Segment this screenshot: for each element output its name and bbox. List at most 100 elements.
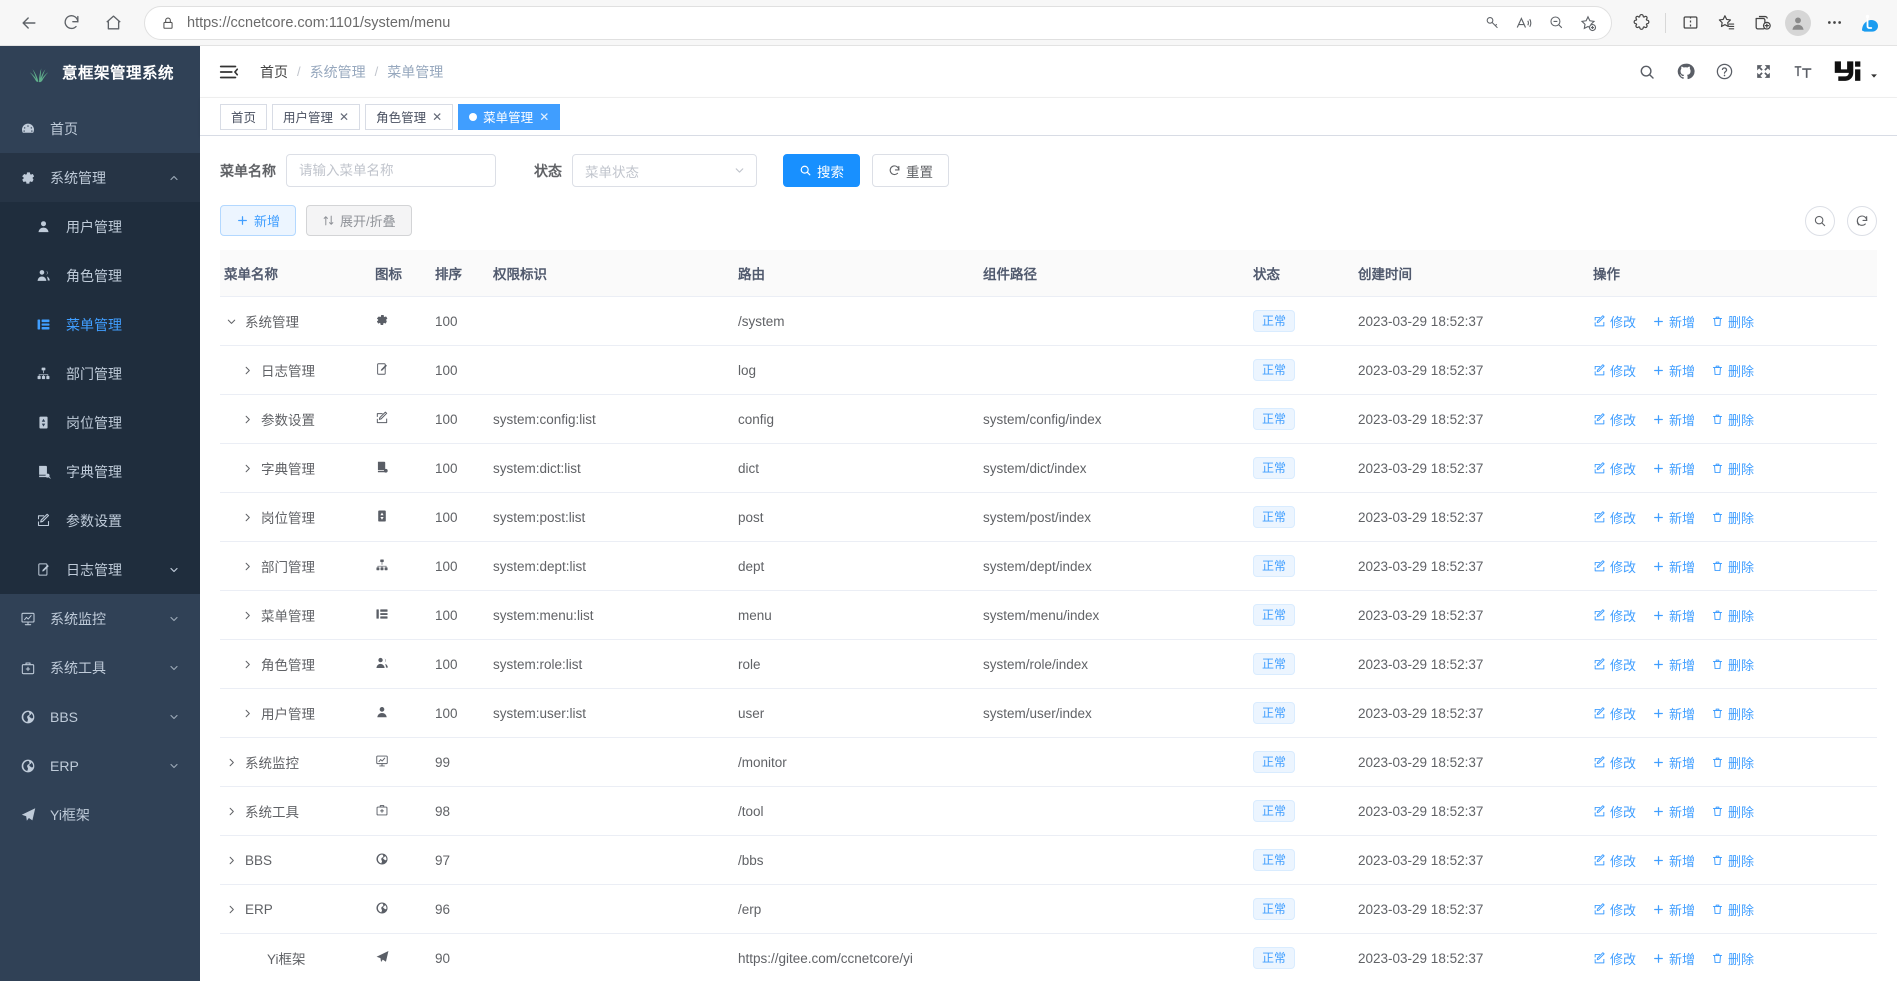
read-aloud-icon[interactable] xyxy=(1509,8,1539,38)
chevron-right-icon[interactable] xyxy=(240,659,254,670)
github-icon[interactable] xyxy=(1676,62,1695,81)
row-add-button[interactable]: 新增 xyxy=(1652,949,1695,968)
sidebar-item-monitor[interactable]: 系统监控 xyxy=(0,594,200,643)
row-delete-button[interactable]: 删除 xyxy=(1711,361,1754,380)
row-edit-button[interactable]: 修改 xyxy=(1593,802,1636,821)
fullscreen-icon[interactable] xyxy=(1754,62,1773,81)
menu-name-input[interactable] xyxy=(286,154,496,187)
sidebar-item-users[interactable]: 用户管理 xyxy=(0,202,200,251)
row-delete-button[interactable]: 删除 xyxy=(1711,557,1754,576)
row-delete-button[interactable]: 删除 xyxy=(1711,851,1754,870)
sidebar-item-posts[interactable]: 岗位管理 xyxy=(0,398,200,447)
sidebar-item-logs[interactable]: 日志管理 xyxy=(0,545,200,594)
tab-role-management[interactable]: 角色管理 ✕ xyxy=(365,103,454,130)
row-delete-button[interactable]: 删除 xyxy=(1711,459,1754,478)
close-icon[interactable]: ✕ xyxy=(539,109,550,124)
row-edit-button[interactable]: 修改 xyxy=(1593,557,1636,576)
row-edit-button[interactable]: 修改 xyxy=(1593,655,1636,674)
expand-collapse-button[interactable]: 展开/折叠 xyxy=(306,205,412,236)
row-add-button[interactable]: 新增 xyxy=(1652,312,1695,331)
row-delete-button[interactable]: 删除 xyxy=(1711,410,1754,429)
table-row[interactable]: 角色管理 100 system:role:list role system/ro… xyxy=(220,639,1877,689)
sidebar-item-dictionary[interactable]: 字典管理 xyxy=(0,447,200,496)
search-button[interactable]: 搜索 xyxy=(783,154,860,187)
row-edit-button[interactable]: 修改 xyxy=(1593,459,1636,478)
table-search-icon[interactable] xyxy=(1805,205,1835,236)
chevron-right-icon[interactable] xyxy=(240,561,254,572)
close-icon[interactable]: ✕ xyxy=(432,109,443,124)
copilot-icon[interactable] xyxy=(1853,6,1887,40)
row-delete-button[interactable]: 删除 xyxy=(1711,900,1754,919)
chevron-right-icon[interactable] xyxy=(240,512,254,523)
row-edit-button[interactable]: 修改 xyxy=(1593,606,1636,625)
favorites-icon[interactable] xyxy=(1709,6,1743,40)
row-add-button[interactable]: 新增 xyxy=(1652,802,1695,821)
row-add-button[interactable]: 新增 xyxy=(1652,704,1695,723)
refresh-icon[interactable] xyxy=(52,4,90,42)
row-add-button[interactable]: 新增 xyxy=(1652,606,1695,625)
chevron-right-icon[interactable] xyxy=(224,904,238,915)
row-edit-button[interactable]: 修改 xyxy=(1593,361,1636,380)
table-row[interactable]: 系统监控 99 /monitor 正常 2023-03-29 18:52:37 … xyxy=(220,737,1877,787)
table-row[interactable]: 用户管理 100 system:user:list user system/us… xyxy=(220,688,1877,738)
sidebar-item-yi-framework[interactable]: Yi框架 xyxy=(0,790,200,839)
sidebar-item-bbs[interactable]: BBS xyxy=(0,692,200,741)
zoom-out-icon[interactable] xyxy=(1541,8,1571,38)
row-edit-button[interactable]: 修改 xyxy=(1593,704,1636,723)
row-delete-button[interactable]: 删除 xyxy=(1711,802,1754,821)
table-row[interactable]: 岗位管理 100 system:post:list post system/po… xyxy=(220,492,1877,542)
table-refresh-icon[interactable] xyxy=(1847,205,1877,236)
close-icon[interactable]: ✕ xyxy=(339,109,350,124)
table-row[interactable]: 菜单管理 100 system:menu:list menu system/me… xyxy=(220,590,1877,640)
add-favorite-icon[interactable] xyxy=(1573,8,1603,38)
chevron-right-icon[interactable] xyxy=(240,708,254,719)
back-arrow-icon[interactable] xyxy=(10,4,48,42)
row-add-button[interactable]: 新增 xyxy=(1652,459,1695,478)
font-size-icon[interactable] xyxy=(1793,62,1813,82)
row-add-button[interactable]: 新增 xyxy=(1652,557,1695,576)
key-icon[interactable] xyxy=(1477,8,1507,38)
hamburger-menu-icon[interactable] xyxy=(218,59,244,85)
table-row[interactable]: 字典管理 100 system:dict:list dict system/di… xyxy=(220,443,1877,493)
address-bar[interactable]: https://ccnetcore.com:1101/system/menu xyxy=(144,5,1612,40)
row-add-button[interactable]: 新增 xyxy=(1652,851,1695,870)
breadcrumb-item-system[interactable]: 系统管理 xyxy=(309,63,366,80)
row-add-button[interactable]: 新增 xyxy=(1652,900,1695,919)
sidebar-item-system[interactable]: 系统管理 xyxy=(0,153,200,202)
yi-logo-icon[interactable] xyxy=(1833,59,1879,85)
chevron-right-icon[interactable] xyxy=(240,610,254,621)
chevron-right-icon[interactable] xyxy=(240,414,254,425)
chevron-right-icon[interactable] xyxy=(240,463,254,474)
row-add-button[interactable]: 新增 xyxy=(1652,410,1695,429)
table-row[interactable]: ERP 96 /erp 正常 2023-03-29 18:52:37 修改 新增 xyxy=(220,884,1877,934)
row-delete-button[interactable]: 删除 xyxy=(1711,655,1754,674)
row-delete-button[interactable]: 删除 xyxy=(1711,312,1754,331)
collections-icon[interactable] xyxy=(1745,6,1779,40)
add-button[interactable]: 新增 xyxy=(220,205,297,236)
table-row[interactable]: 参数设置 100 system:config:list config syste… xyxy=(220,394,1877,444)
row-delete-button[interactable]: 删除 xyxy=(1711,949,1754,968)
chevron-right-icon[interactable] xyxy=(224,855,238,866)
row-delete-button[interactable]: 删除 xyxy=(1711,704,1754,723)
extensions-icon[interactable] xyxy=(1624,6,1658,40)
row-add-button[interactable]: 新增 xyxy=(1652,655,1695,674)
row-add-button[interactable]: 新增 xyxy=(1652,508,1695,527)
reset-button[interactable]: 重置 xyxy=(872,154,949,187)
table-row[interactable]: 日志管理 100 log 正常 2023-03-29 18:52:37 修改 新… xyxy=(220,345,1877,395)
help-circle-icon[interactable] xyxy=(1715,62,1734,81)
sidebar-item-departments[interactable]: 部门管理 xyxy=(0,349,200,398)
table-row[interactable]: BBS 97 /bbs 正常 2023-03-29 18:52:37 修改 新增 xyxy=(220,835,1877,885)
table-row[interactable]: 部门管理 100 system:dept:list dept system/de… xyxy=(220,541,1877,591)
brand[interactable]: 意框架管理系统 xyxy=(0,46,200,98)
row-edit-button[interactable]: 修改 xyxy=(1593,753,1636,772)
row-add-button[interactable]: 新增 xyxy=(1652,361,1695,380)
breadcrumb-item-home[interactable]: 首页 xyxy=(260,63,288,80)
row-delete-button[interactable]: 删除 xyxy=(1711,606,1754,625)
chevron-down-icon[interactable] xyxy=(224,316,238,327)
row-edit-button[interactable]: 修改 xyxy=(1593,410,1636,429)
profile-icon[interactable] xyxy=(1781,6,1815,40)
sidebar-item-erp[interactable]: ERP xyxy=(0,741,200,790)
status-select[interactable]: 菜单状态 xyxy=(572,154,757,187)
sidebar-item-home[interactable]: 首页 xyxy=(0,104,200,153)
table-row[interactable]: 系统管理 100 /system 正常 2023-03-29 18:52:37 … xyxy=(220,296,1877,346)
